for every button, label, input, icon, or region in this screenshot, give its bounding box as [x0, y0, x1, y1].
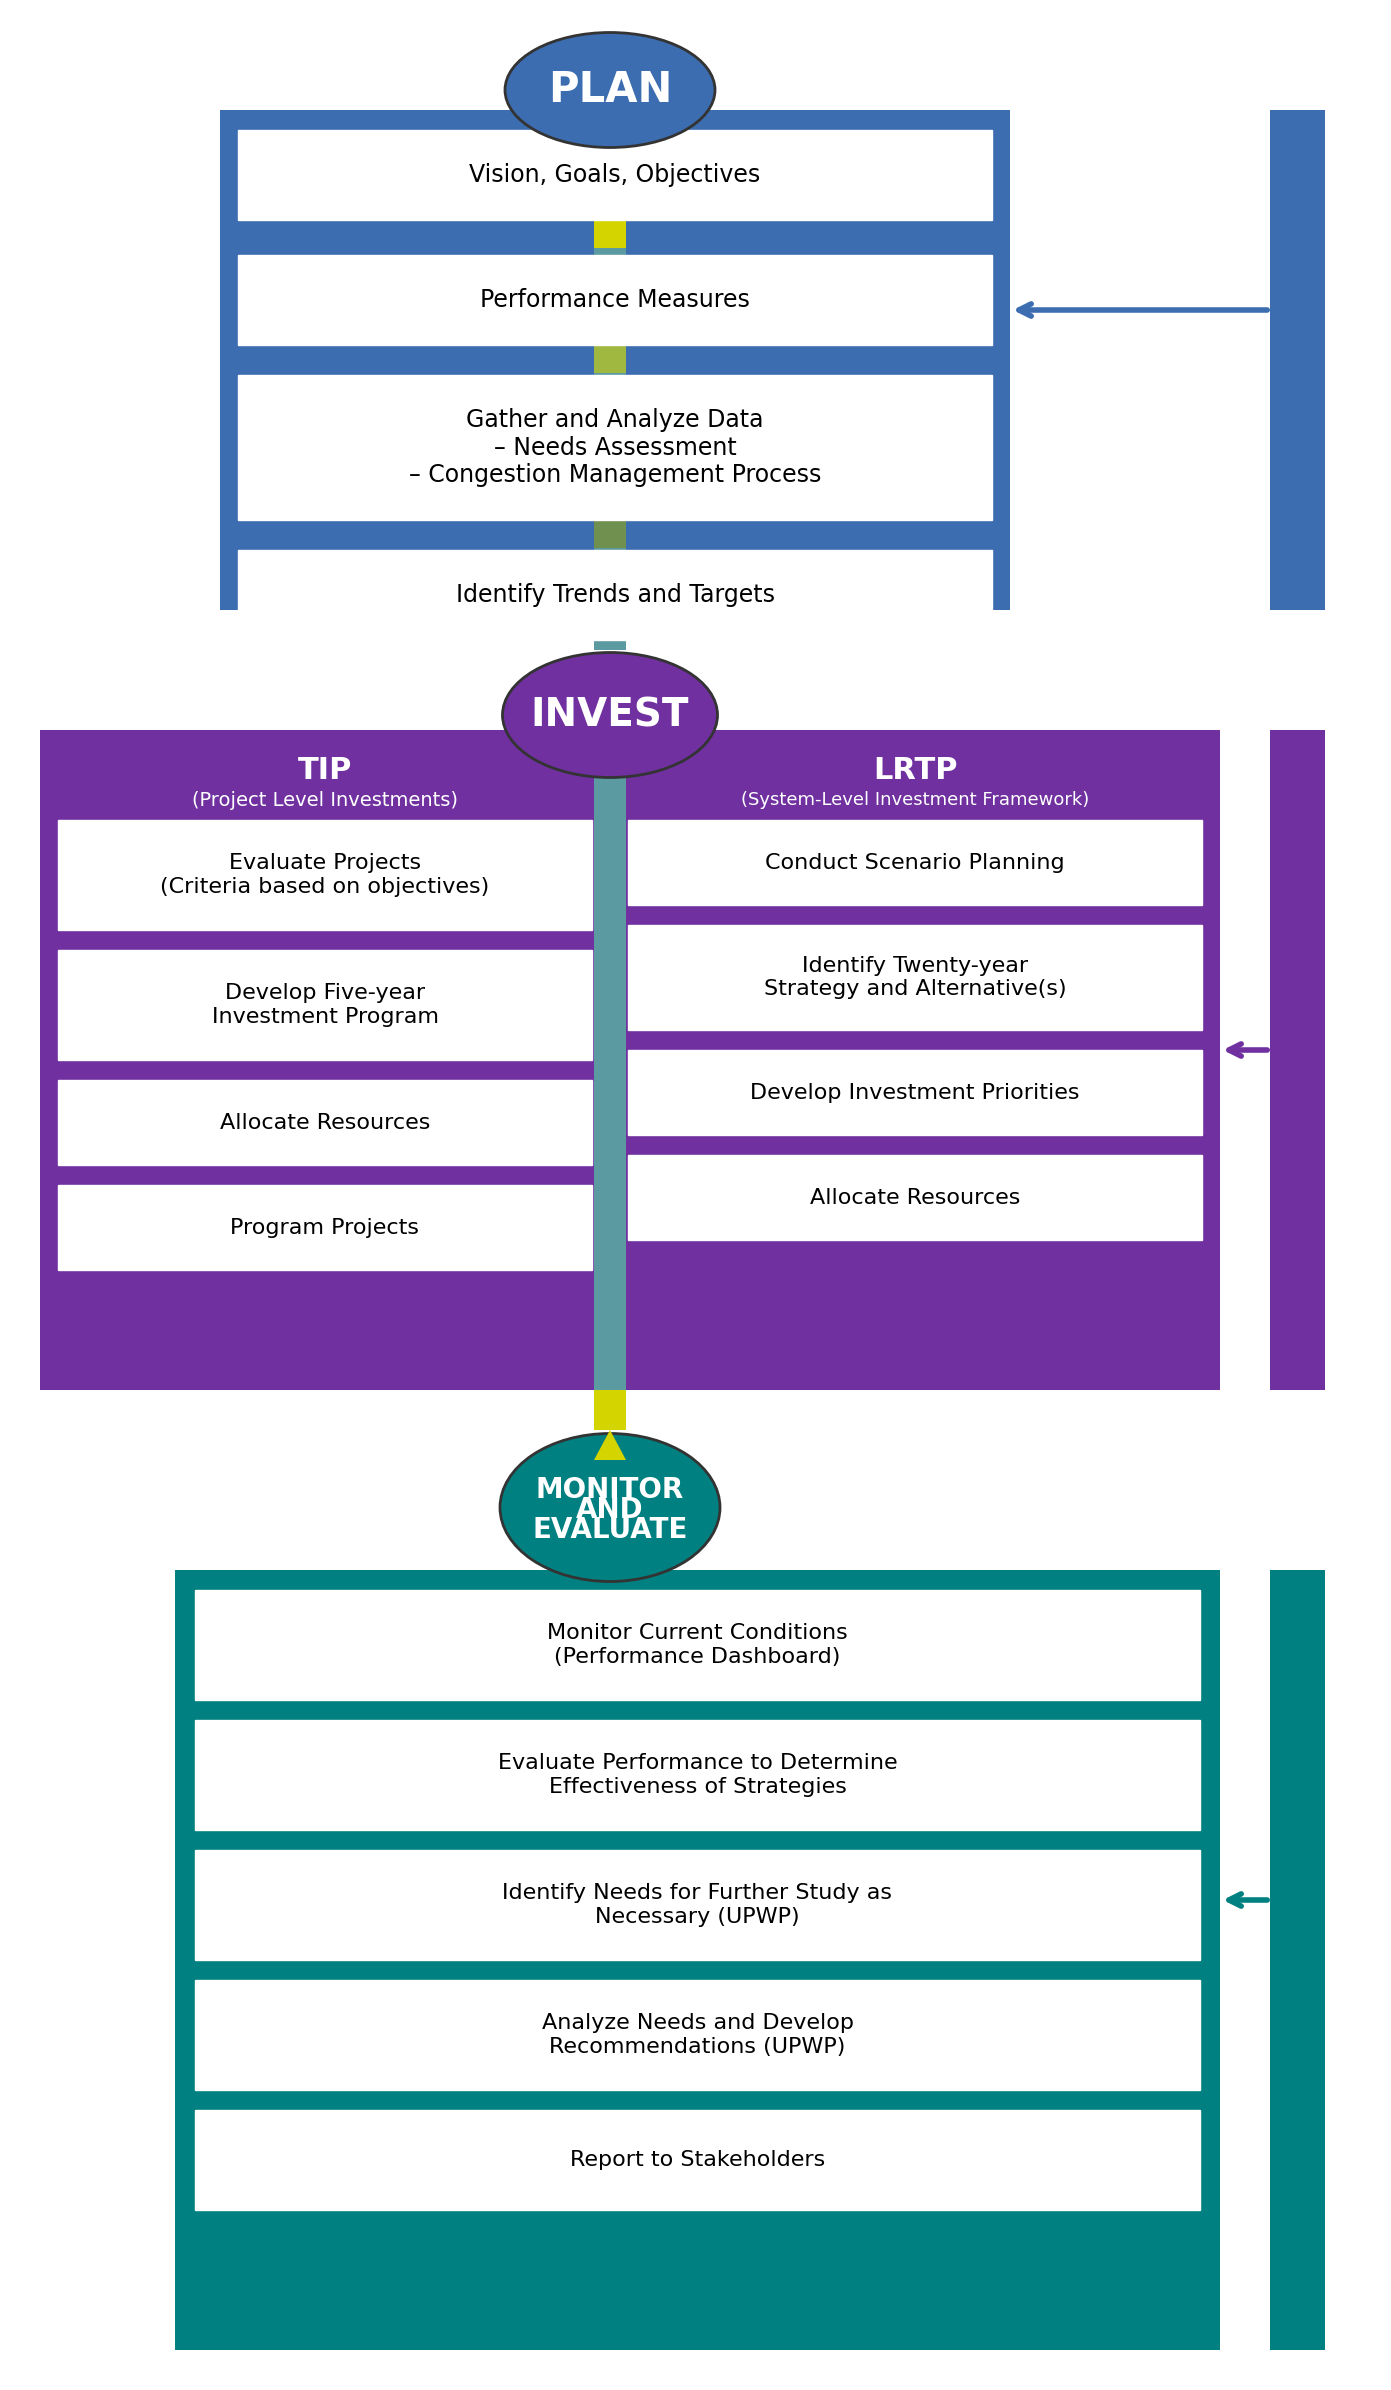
Text: Gather and Analyze Data
– Needs Assessment
– Congestion Management Process: Gather and Analyze Data – Needs Assessme… [409, 409, 821, 488]
Text: LRTP: LRTP [872, 755, 957, 784]
Bar [238, 375, 992, 521]
Text: Conduct Scenario Planning: Conduct Scenario Planning [765, 853, 1066, 872]
Bar [594, 521, 626, 547]
Bar [58, 949, 593, 1061]
Text: Performance Measures: Performance Measures [480, 289, 750, 313]
Bar [594, 220, 626, 249]
Text: Report to Stakeholders: Report to Stakeholders [570, 2151, 825, 2170]
Bar [58, 1080, 593, 1164]
Bar [238, 256, 992, 344]
Text: (System-Level Investment Framework): (System-Level Investment Framework) [741, 791, 1089, 808]
Bar [594, 344, 626, 373]
Text: Allocate Resources: Allocate Resources [220, 1111, 430, 1133]
Text: Analyze Needs and Develop
Recommendations (UPWP): Analyze Needs and Develop Recommendation… [541, 2012, 854, 2058]
Text: Identify Trends and Targets: Identify Trends and Targets [455, 583, 775, 607]
Bar [195, 2110, 1200, 2211]
Text: TIP: TIP [298, 755, 352, 784]
Bar [40, 729, 1220, 1391]
Bar [58, 1185, 593, 1269]
Bar [627, 1154, 1202, 1240]
Ellipse shape [502, 652, 718, 777]
Text: Program Projects: Program Projects [231, 1217, 420, 1238]
Bar [627, 1049, 1202, 1135]
Bar [238, 550, 992, 641]
Bar [627, 820, 1202, 906]
Text: Develop Five-year
Investment Program: Develop Five-year Investment Program [211, 982, 438, 1028]
Text: Vision, Goals, Objectives: Vision, Goals, Objectives [469, 163, 761, 186]
Text: PLAN: PLAN [548, 69, 672, 110]
Bar [195, 1589, 1200, 1699]
Bar [175, 1570, 1220, 2349]
Text: Identify Twenty-year
Strategy and Alternative(s): Identify Twenty-year Strategy and Altern… [764, 956, 1067, 999]
Text: Allocate Resources: Allocate Resources [810, 1188, 1020, 1207]
Bar [594, 729, 626, 1391]
Bar [195, 1850, 1200, 1960]
Text: Monitor Current Conditions
(Performance Dashboard): Monitor Current Conditions (Performance … [547, 1623, 849, 1666]
Text: MONITOR: MONITOR [536, 1475, 684, 1503]
Text: Develop Investment Priorities: Develop Investment Priorities [750, 1083, 1079, 1102]
Bar [195, 1979, 1200, 2089]
Ellipse shape [499, 1434, 721, 1582]
Bar [1270, 729, 1326, 1391]
Text: Identify Needs for Further Study as
Necessary (UPWP): Identify Needs for Further Study as Nece… [502, 1883, 893, 1926]
Bar [594, 110, 626, 141]
Bar [220, 110, 1010, 609]
Bar [594, 609, 626, 650]
Bar [58, 820, 593, 930]
Bar [627, 925, 1202, 1030]
Text: INVEST: INVEST [531, 695, 690, 734]
Bar [238, 129, 992, 220]
Text: Evaluate Performance to Determine
Effectiveness of Strategies: Evaluate Performance to Determine Effect… [498, 1754, 897, 1797]
Bar [594, 1391, 626, 1429]
Text: EVALUATE: EVALUATE [533, 1515, 687, 1544]
Bar [195, 1721, 1200, 1831]
Bar [594, 110, 626, 609]
Text: (Project Level Investments): (Project Level Investments) [192, 791, 458, 810]
Bar [1270, 110, 1326, 609]
Bar [1270, 1570, 1326, 2349]
Text: AND: AND [576, 1496, 644, 1522]
Polygon shape [594, 1429, 626, 1460]
Ellipse shape [505, 33, 715, 148]
Text: Evaluate Projects
(Criteria based on objectives): Evaluate Projects (Criteria based on obj… [160, 853, 490, 896]
